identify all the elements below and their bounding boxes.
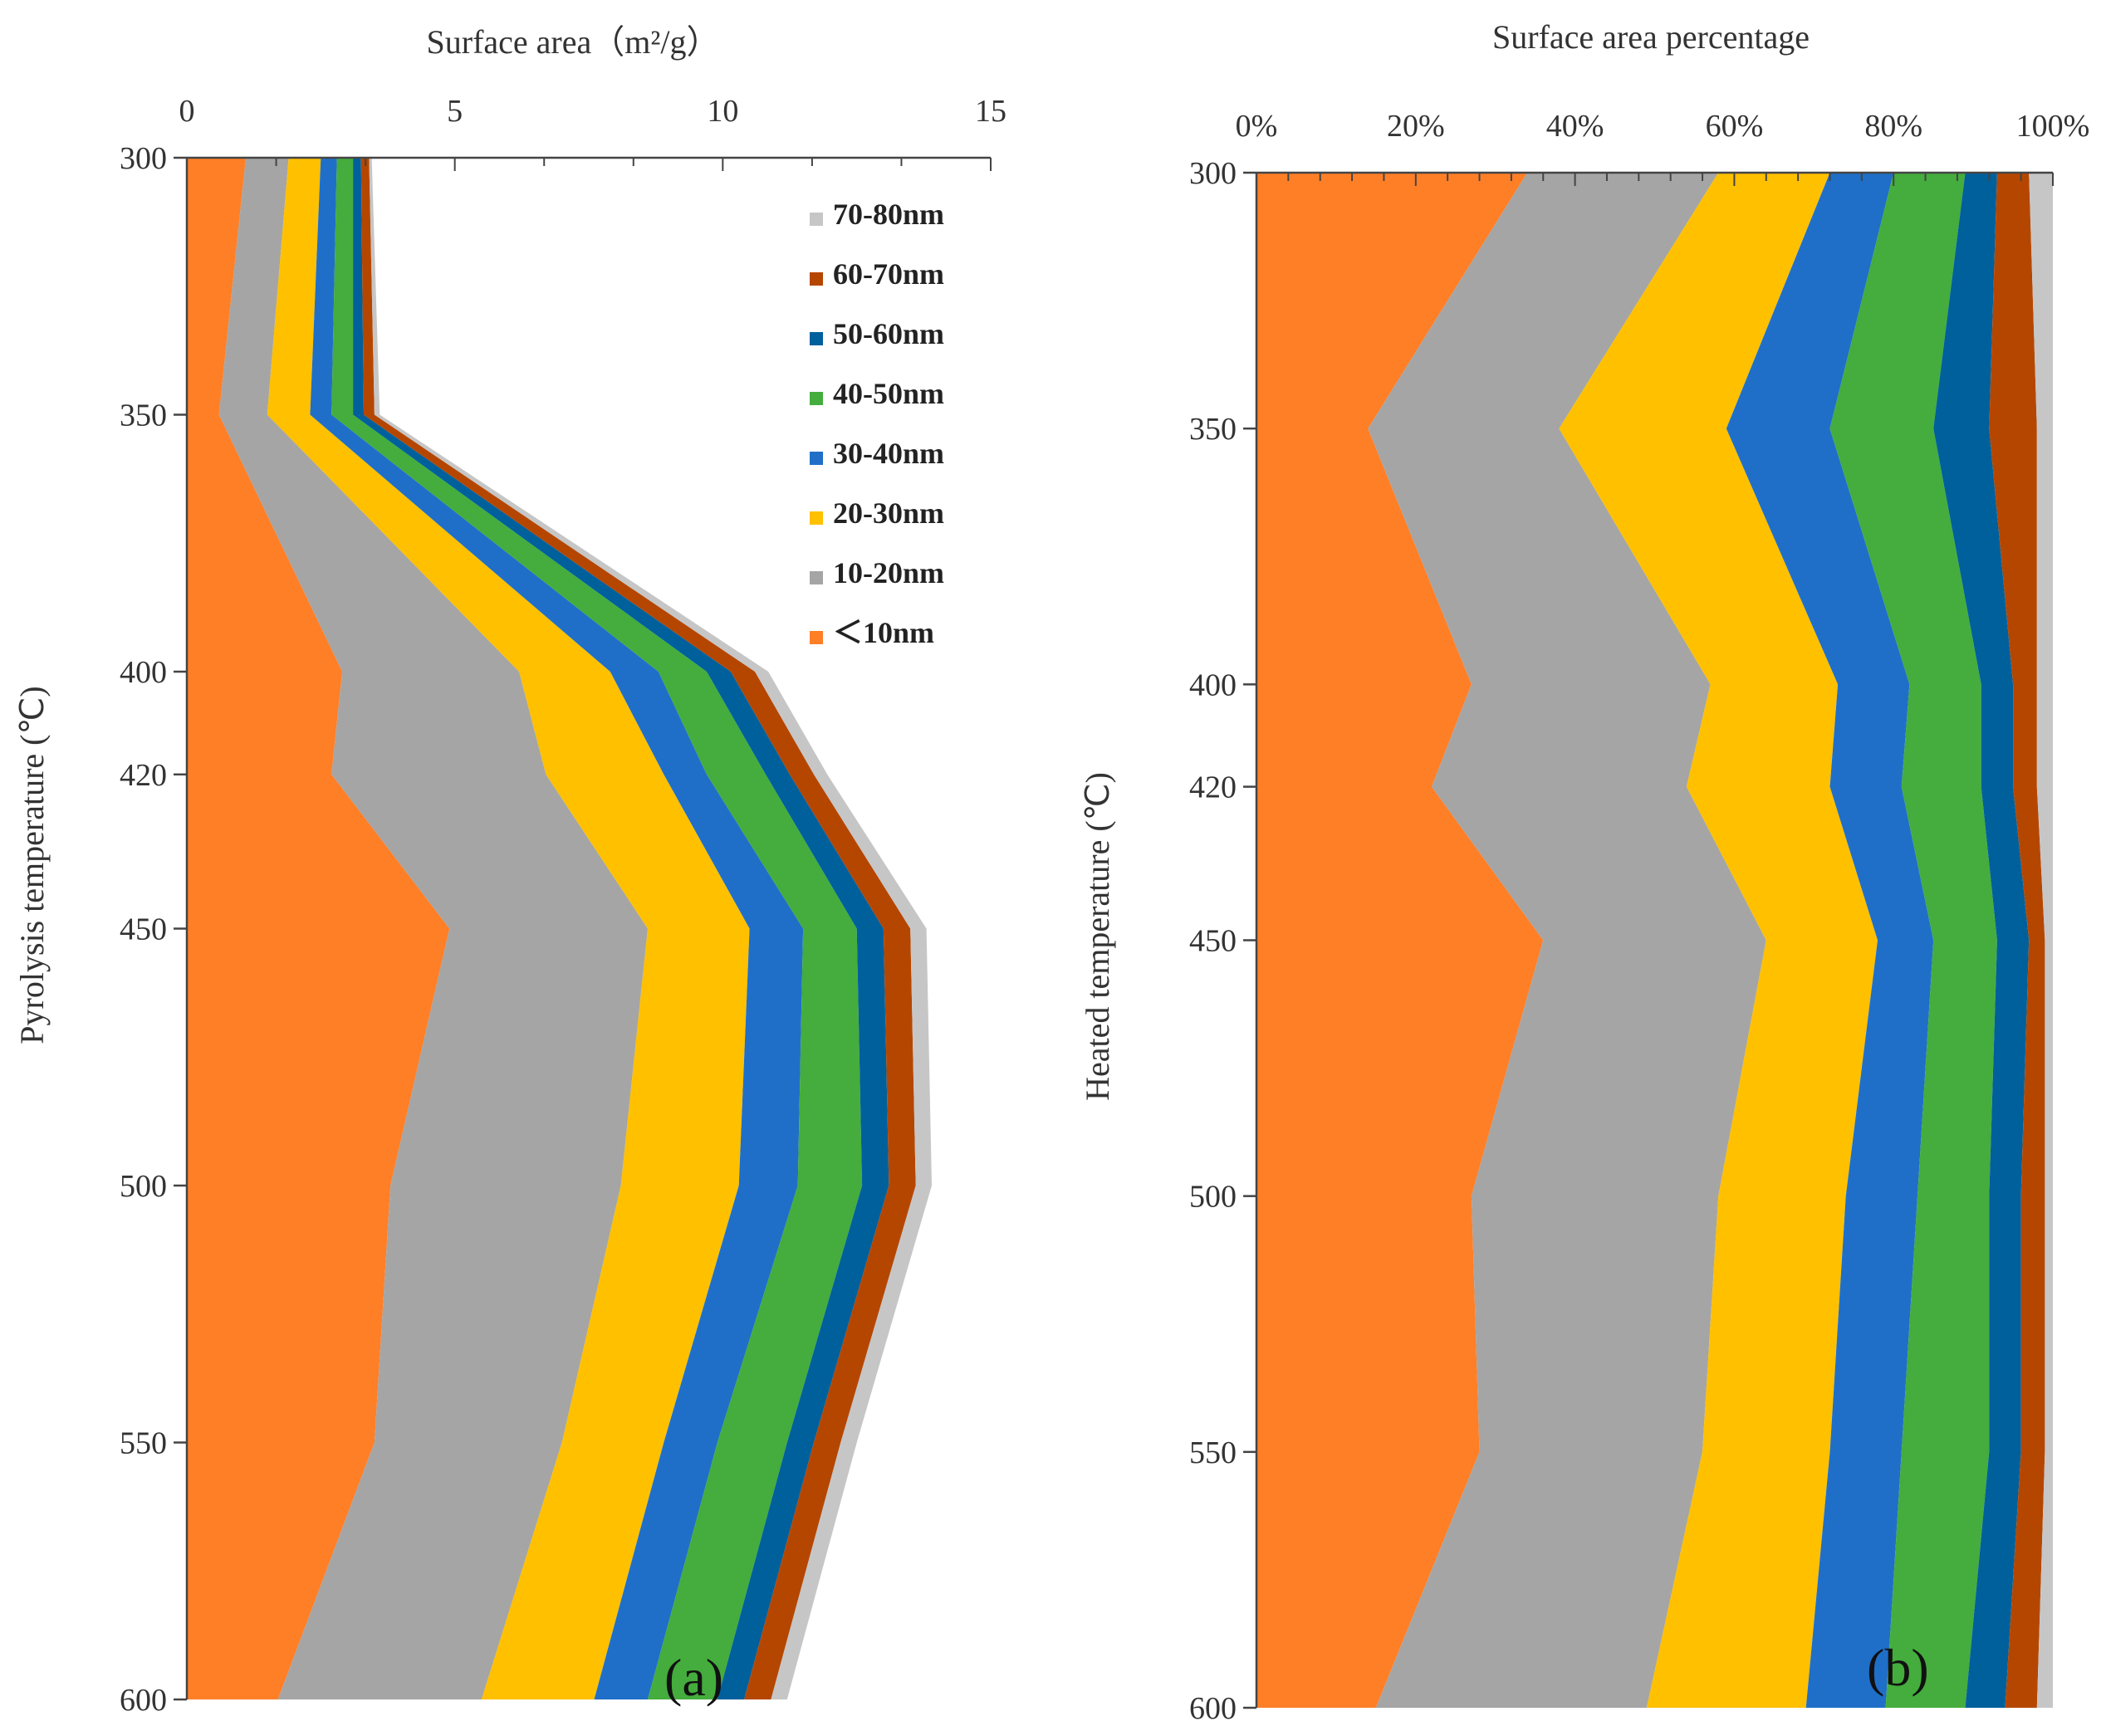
chart-a-x-tick-label: 10 — [707, 94, 738, 129]
chart-a-legend-label: 30-40nm — [833, 437, 944, 470]
chart-a-legend-label: 50-60nm — [833, 317, 944, 350]
chart-b-area-60-70nm — [1989, 173, 2045, 1708]
chart-a-legend: 70-80nm 60-70nm 50-60nm 40-50nm 30-40nm 20-30… — [810, 198, 944, 649]
chart-a-legend-label: 70-80nm — [833, 198, 944, 231]
chart-b-x-tick-label: 20% — [1387, 109, 1445, 144]
chart-a-area-10nm — [187, 158, 450, 1699]
chart-a-y-tick-label: 500 — [120, 1169, 167, 1204]
chart-b-y-tick-label: 420 — [1189, 770, 1237, 805]
chart-b-y-tick-label: 400 — [1189, 668, 1237, 702]
chart-b-area-70-80nm — [2029, 173, 2053, 1708]
chart-b-area-40-50nm — [1829, 173, 1997, 1708]
chart-a-legend-swatch — [810, 392, 823, 405]
chart-a-axes: 0 5 10 15 300 350 400 420 450 500 550 600 — [120, 94, 1006, 1718]
chart-b-area-20-30nm — [1559, 173, 1878, 1708]
chart-b-x-axis-title: Surface area percentage — [1492, 18, 1810, 56]
chart-a-legend-swatch — [810, 571, 823, 584]
chart-b-x-tick-label: 0% — [1236, 109, 1278, 144]
chart-a-legend-label: 40-50nm — [833, 377, 944, 410]
chart-a-panel-label: (a) — [664, 1648, 723, 1707]
chart-a-legend-swatch — [810, 511, 823, 525]
chart-a-legend-swatch — [810, 213, 823, 226]
chart-b-area-10-20nm — [1368, 173, 1766, 1708]
chart-a-legend-label: 10-20nm — [833, 556, 944, 589]
chart-b-y-axis-title: Heated temperature (℃) — [1079, 772, 1116, 1101]
chart-a-y-tick-label: 600 — [120, 1683, 167, 1718]
chart-a-legend-swatch — [810, 332, 823, 345]
chart-a-y-tick-label: 350 — [120, 399, 167, 433]
chart-b-area-10nm — [1256, 173, 1544, 1708]
chart-b-panel-label: (b) — [1867, 1638, 1929, 1697]
chart-b-y-tick-label: 500 — [1189, 1180, 1237, 1215]
chart-a-x-tick-label: 15 — [975, 94, 1006, 129]
chart-b-area-50-60nm — [1933, 173, 2030, 1708]
chart-b-x-tick-label: 100% — [2016, 109, 2090, 144]
chart-b-x-tick-label: 60% — [1706, 109, 1764, 144]
chart-b-y-tick-label: 350 — [1189, 412, 1237, 447]
chart-a-legend-swatch — [810, 631, 823, 644]
chart-b-x-tick-label: 80% — [1864, 109, 1922, 144]
chart-a-x-axis-title: Surface area（m²/g） — [427, 23, 720, 61]
chart-a-y-tick-label: 400 — [120, 655, 167, 690]
chart-a-areas — [187, 158, 932, 1699]
chart-b-y-tick-label: 550 — [1189, 1435, 1237, 1470]
chart-b-y-tick-label: 600 — [1189, 1691, 1237, 1726]
chart-b-area-30-40nm — [1726, 173, 1934, 1708]
chart-b-areas — [1256, 173, 2053, 1708]
chart-b: 0% 20% 40% 60% 80% 100% 300 350 400 420 450 500 550 6… — [1079, 18, 2089, 1726]
chart-a-legend-label: 60-70nm — [833, 257, 944, 291]
chart-a-y-axis-title: Pyrolysis temperature (℃) — [13, 686, 51, 1044]
chart-b-y-tick-label: 450 — [1189, 924, 1237, 959]
chart-a: 0 5 10 15 300 350 400 420 450 500 550 600 Surface a… — [13, 23, 1006, 1718]
chart-a-legend-label: ＜10nm — [833, 616, 934, 649]
chart-b-y-tick-label: 300 — [1189, 156, 1237, 191]
chart-a-y-tick-label: 550 — [120, 1426, 167, 1461]
chart-a-legend-swatch — [810, 272, 823, 286]
chart-b-axes: 0% 20% 40% 60% 80% 100% 300 350 400 420 450 500 550 6… — [1189, 109, 2089, 1726]
chart-a-legend-swatch — [810, 452, 823, 465]
chart-a-area-20-30nm — [267, 158, 750, 1699]
chart-a-area-10-20nm — [218, 158, 648, 1699]
chart-a-legend-label: 20-30nm — [833, 496, 944, 530]
chart-a-x-tick-label: 5 — [447, 94, 463, 129]
chart-a-y-tick-label: 450 — [120, 912, 167, 947]
chart-a-y-tick-label: 420 — [120, 758, 167, 793]
chart-a-y-tick-label: 300 — [120, 141, 167, 176]
chart-a-x-tick-label: 0 — [179, 94, 195, 129]
chart-b-x-tick-label: 40% — [1546, 109, 1604, 144]
